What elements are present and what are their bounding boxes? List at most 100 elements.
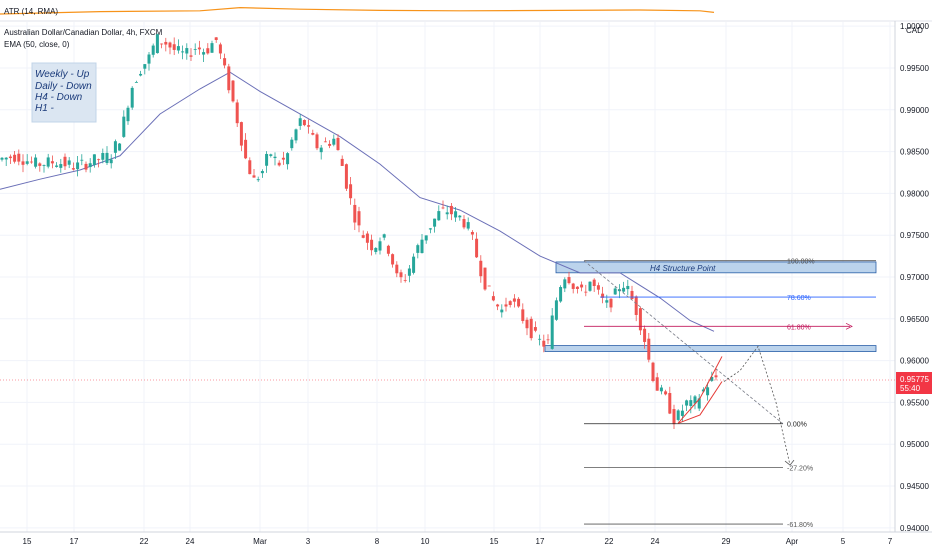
candle-body: [256, 179, 260, 181]
candle-body: [441, 207, 445, 209]
y-tick-label: 0.96000: [900, 357, 929, 366]
candle-body: [273, 156, 277, 159]
candle-body: [113, 141, 117, 153]
x-tick-label: 24: [651, 537, 660, 546]
candle-body: [92, 154, 96, 165]
candle-body: [437, 211, 441, 221]
candle-body: [307, 125, 311, 127]
candle-body: [227, 66, 231, 91]
x-tick-label: 15: [490, 537, 499, 546]
candle-body: [206, 48, 210, 54]
candle-body: [290, 139, 294, 149]
fib-level-label: 100.00%: [787, 259, 815, 266]
candle-body: [470, 231, 474, 235]
candle-body: [382, 234, 386, 238]
x-tick-label: Apr: [786, 537, 799, 546]
candle-body: [353, 204, 357, 223]
time-axis[interactable]: 15 17 22 24 Mar 3 8 10 15 17 22 24 29 Apr 5 7: [23, 537, 893, 546]
candle-body: [428, 228, 432, 230]
candle-body: [139, 73, 143, 76]
candle-body: [466, 222, 470, 229]
candle-body: [664, 391, 668, 395]
candle-body: [277, 162, 281, 166]
candle-body: [433, 218, 437, 227]
candle-body: [479, 260, 483, 277]
candle-body: [176, 46, 180, 51]
price-marker: [896, 372, 932, 394]
candle-body: [210, 43, 214, 53]
structure-zone: [555, 261, 877, 274]
x-tick-label: 10: [421, 537, 430, 546]
atr-line: [0, 6, 715, 15]
fib-arrow: [845, 322, 853, 330]
candle-body: [294, 129, 298, 141]
candle-body: [344, 164, 348, 189]
x-tick-label: 17: [536, 537, 545, 546]
candle-body: [13, 154, 17, 162]
candle-body: [571, 283, 575, 289]
ema-line: [0, 71, 715, 332]
candle-body: [302, 120, 306, 126]
candle-body: [508, 301, 512, 306]
candle-body: [575, 286, 579, 289]
y-tick-label: 0.98000: [900, 189, 929, 198]
candle-body: [281, 157, 285, 160]
candle-body: [395, 264, 399, 274]
y-tick-label: 0.96500: [900, 315, 929, 324]
candle-body: [311, 133, 315, 135]
candle-body: [223, 58, 227, 66]
candle-body: [693, 396, 697, 404]
candle-body: [685, 400, 689, 406]
candle-body: [168, 42, 172, 48]
note-h1: H1 -: [35, 103, 55, 114]
atr-indicator: ATR (14, RMA): [0, 6, 715, 16]
currency-label: CAD: [906, 26, 923, 35]
candle-body: [29, 161, 33, 163]
candle-body: [512, 298, 516, 302]
candle-body: [63, 156, 67, 167]
price-axis[interactable]: 1.00000 0.99500 0.99000 0.98500 0.98000 0.975…: [900, 22, 929, 533]
candle-body: [680, 410, 684, 416]
candle-body: [181, 51, 185, 53]
candle-body: [613, 288, 617, 295]
candle-body: [500, 309, 504, 313]
candle-body: [601, 293, 605, 298]
x-tick-label: 15: [23, 537, 32, 546]
candle-body: [340, 158, 344, 166]
candle-body: [21, 161, 25, 165]
candle-body: [622, 287, 626, 292]
candle-body: [449, 205, 453, 215]
candle-body: [605, 300, 609, 303]
candle-body: [193, 49, 197, 50]
grid: [0, 22, 895, 532]
fib-level-label: -61.80%: [787, 522, 813, 529]
candle-body: [189, 55, 193, 57]
candle-body: [546, 339, 550, 341]
x-tick-label: 8: [375, 537, 380, 546]
candle-body: [391, 254, 395, 265]
x-tick-label: 3: [306, 537, 311, 546]
candle-body: [218, 44, 222, 54]
x-tick-label: 17: [70, 537, 79, 546]
candle-body: [328, 143, 332, 146]
candle-body: [55, 165, 59, 167]
candle-body: [269, 154, 273, 156]
candle-body: [80, 159, 84, 161]
candle-body: [554, 300, 558, 320]
candle-body: [634, 296, 638, 315]
candle-body: [59, 164, 63, 168]
candle-body: [483, 267, 487, 290]
candle-body: [361, 235, 365, 238]
candle-body: [97, 159, 101, 161]
candle-body: [8, 156, 12, 159]
candle-body: [559, 287, 563, 302]
candle-body: [151, 45, 155, 55]
candle-body: [458, 215, 462, 218]
y-tick-label: 1.00000: [900, 22, 929, 31]
candles: [0, 33, 718, 429]
candle-body: [286, 153, 290, 165]
candle-body: [638, 308, 642, 331]
candle-body: [542, 340, 546, 347]
atr-label: ATR (14, RMA): [4, 7, 58, 16]
